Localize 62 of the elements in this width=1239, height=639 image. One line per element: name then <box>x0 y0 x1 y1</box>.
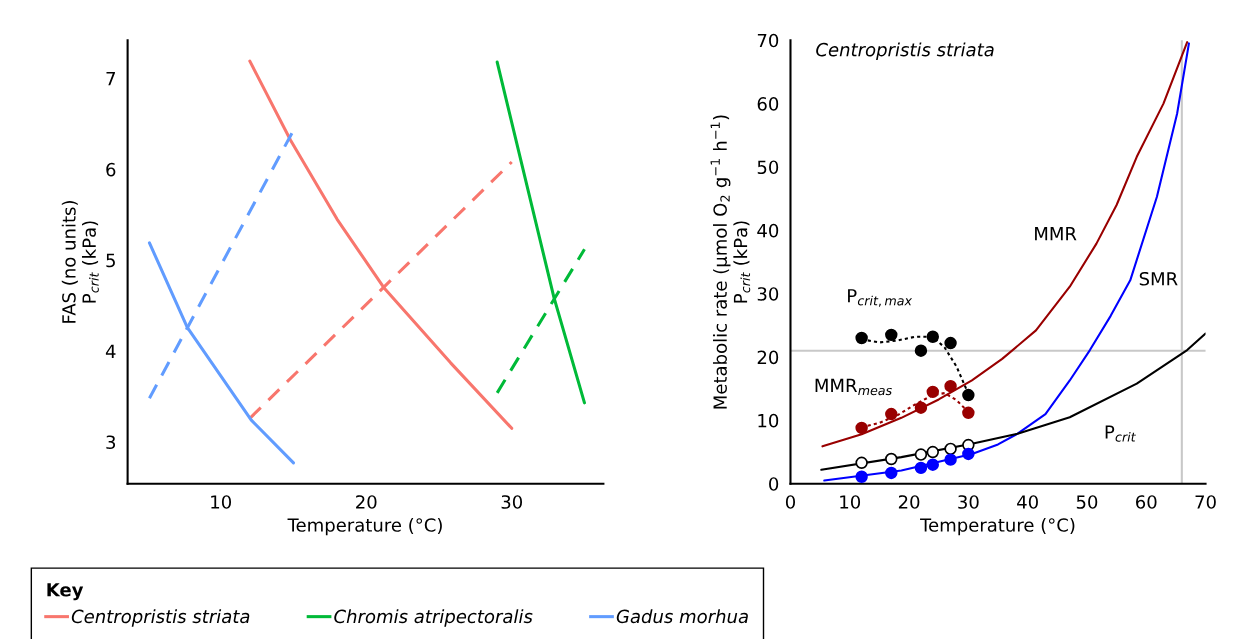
y-tick-label: 4 <box>105 344 116 358</box>
y-tick-label: 7 <box>106 72 115 86</box>
x-tick-label: 30 <box>501 495 523 509</box>
point <box>926 445 940 459</box>
x-tick-label: 70 <box>1195 495 1216 509</box>
point <box>855 421 868 435</box>
point <box>926 330 940 343</box>
x-tick-label: 10 <box>840 495 861 509</box>
y-tick-label: 6 <box>106 162 116 177</box>
legend-label: Centropristis striata <box>71 609 250 627</box>
point <box>926 458 940 471</box>
y-tick-label: 70 <box>757 33 779 48</box>
series-label: MMR <box>1035 227 1077 241</box>
point <box>885 452 898 466</box>
point <box>944 453 957 466</box>
point <box>962 406 975 419</box>
point <box>855 456 868 470</box>
y-tick-label: 20 <box>757 350 779 365</box>
legend-title: Key <box>47 583 84 601</box>
text: Metabolic rate (µmol O$_{2}$ g$^{−1}$ h$^{−1}$) P$_{crit}$ (kPa) <box>710 115 751 409</box>
series-label: SMR <box>1139 271 1178 286</box>
point <box>914 461 928 475</box>
point <box>926 385 940 399</box>
series-label: MMR$_{meas}$ <box>815 378 892 396</box>
y-tick-label: 5 <box>106 253 115 268</box>
line-series <box>248 59 514 430</box>
point <box>914 448 928 461</box>
y-axis-title: FAS (no units) P$_{crit}$ (kPa) <box>61 201 99 323</box>
point <box>885 328 898 342</box>
y-tick-label: 3 <box>106 435 116 450</box>
y-tick-label: 0 <box>769 477 779 491</box>
x-tick-label: 30 <box>958 495 979 509</box>
point <box>944 442 957 456</box>
legend-label: Gadus morhua <box>616 609 748 624</box>
point <box>944 336 957 350</box>
x-tick-label: 0 <box>785 495 796 509</box>
point <box>944 379 957 393</box>
x-tick-label: 60 <box>1136 495 1157 509</box>
x-axis-title: Temperature (°C) <box>287 517 442 536</box>
point <box>855 331 868 345</box>
point <box>914 401 928 414</box>
x-tick-label: 10 <box>211 495 232 509</box>
series-label: P$_{crit}$ <box>1105 425 1136 442</box>
series-label: P$_{crit,max}$ <box>848 289 913 307</box>
y-tick-label: 30 <box>757 287 779 301</box>
y-tick-label: 60 <box>757 97 779 111</box>
y-tick-label: 40 <box>757 223 779 238</box>
point <box>885 407 898 421</box>
point <box>962 388 975 402</box>
y-tick-label: 10 <box>758 413 779 428</box>
x-tick-label: 40 <box>1017 495 1038 509</box>
y-tick-label: 50 <box>757 160 779 175</box>
point <box>914 344 928 357</box>
chart-title: Centropristis striata <box>816 42 994 60</box>
point <box>885 466 898 480</box>
point <box>855 470 868 483</box>
point <box>962 447 975 461</box>
x-tick-label: 20 <box>356 495 377 509</box>
x-axis-title: Temperature (°C) <box>920 517 1075 536</box>
x-tick-label: 20 <box>898 495 920 509</box>
x-tick-label: 50 <box>1076 495 1098 509</box>
legend-label: Chromis atripectoralis <box>334 609 533 627</box>
